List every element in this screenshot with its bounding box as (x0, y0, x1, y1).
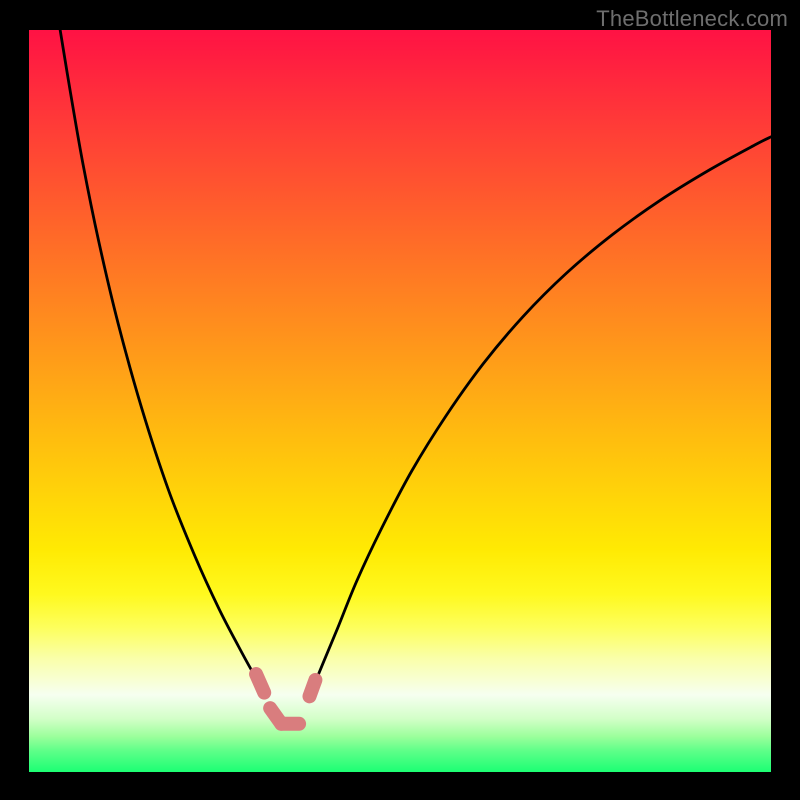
watermark-label: TheBottleneck.com (596, 6, 788, 32)
chart-stage: TheBottleneck.com (0, 0, 800, 800)
marker-capsule (309, 680, 315, 696)
plot-area (29, 30, 771, 772)
marker-capsule (256, 674, 264, 693)
chart-svg (29, 30, 771, 772)
